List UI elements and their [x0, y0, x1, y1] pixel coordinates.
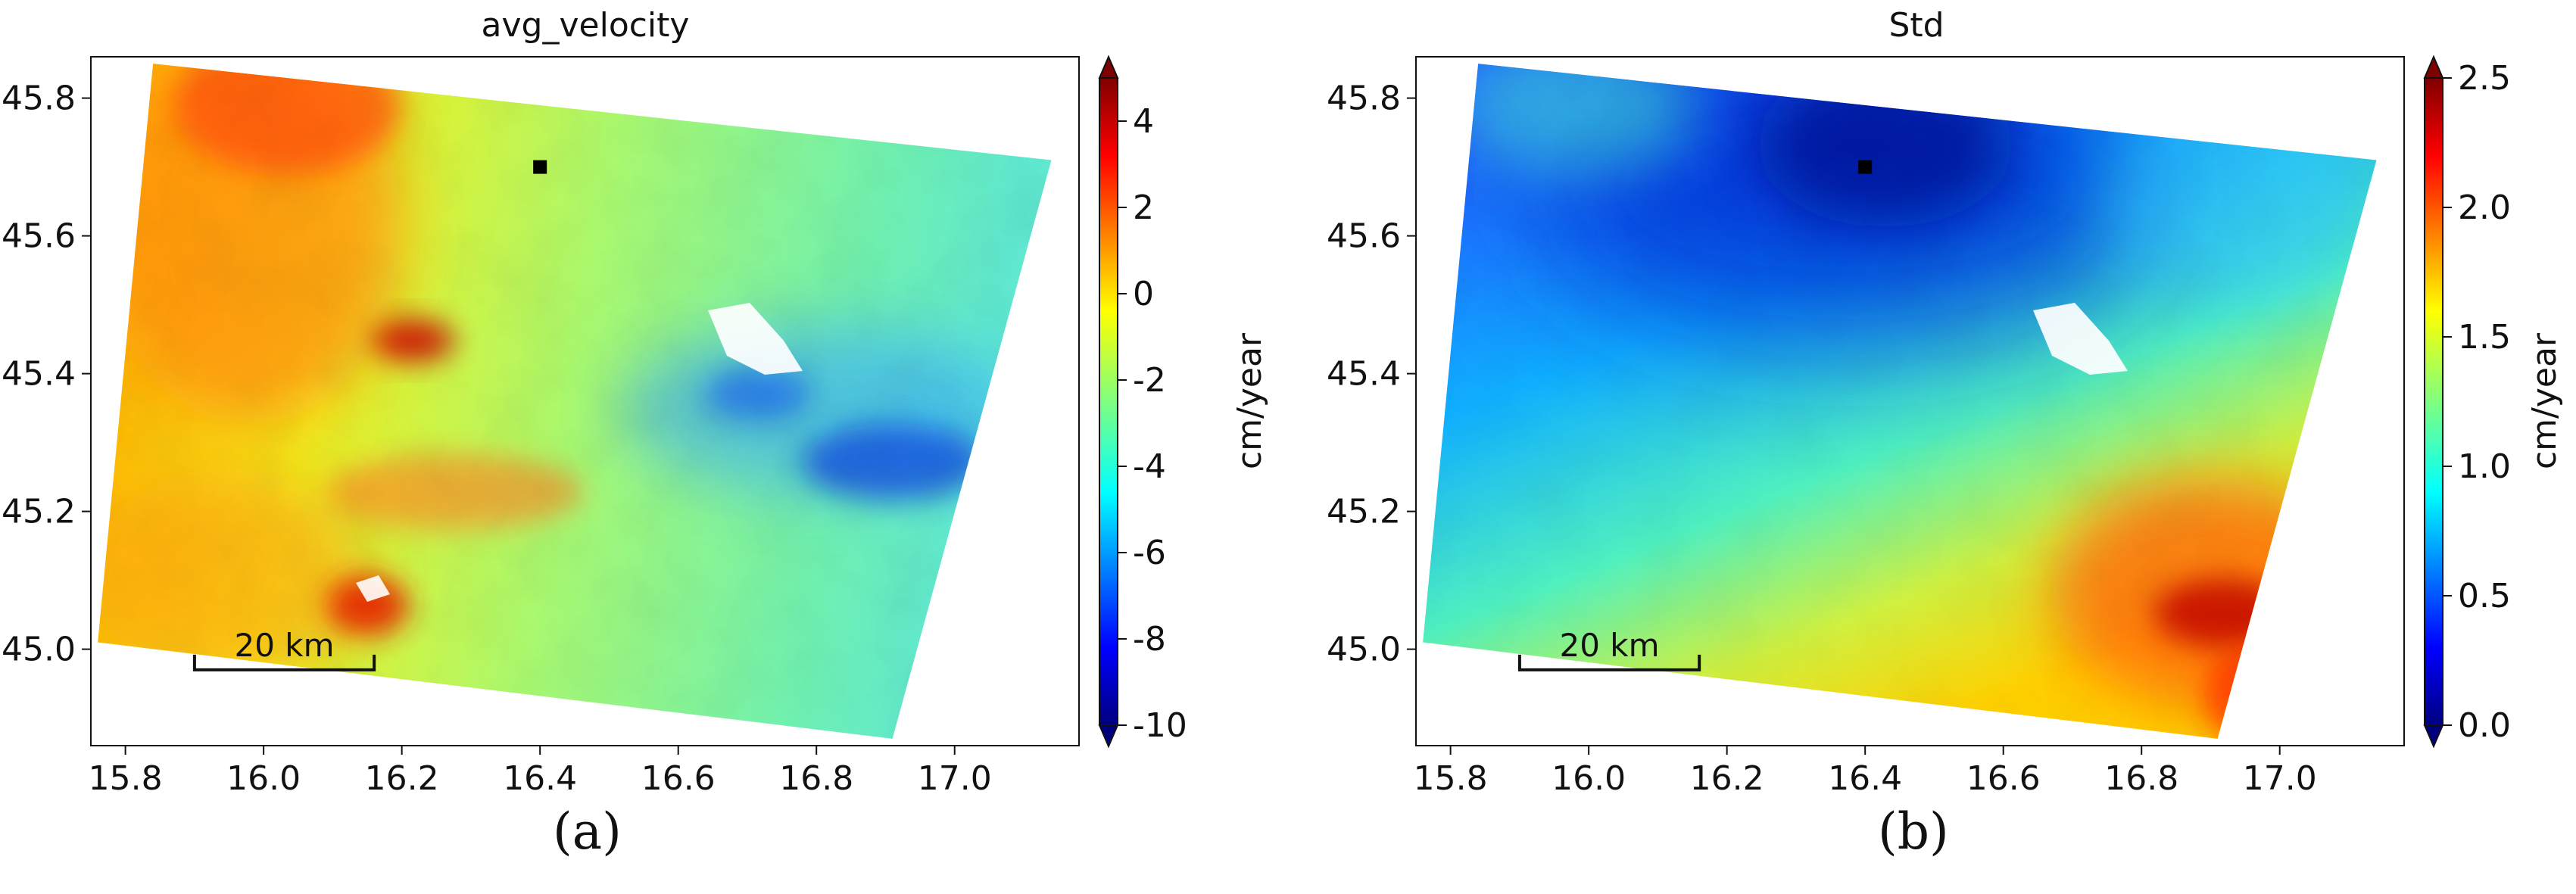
panel-b-nodata-area — [2033, 303, 2128, 375]
x-tick-label: 16.2 — [1690, 759, 1764, 798]
x-tick-label: 16.8 — [2104, 759, 2178, 798]
x-tick-label: 16.0 — [226, 759, 301, 798]
panel-a-axes: 15.8 16.0 16.2 16.4 16.6 16.8 17.0 45.0 45.2 45.4… — [2, 56, 1080, 798]
x-tick-label: 16.6 — [641, 759, 716, 798]
panel-a-colorbar-label: cm/year — [1230, 332, 1269, 469]
x-tick-label: 15.8 — [89, 759, 163, 798]
panel-b-colorbar-label: cm/year — [2525, 332, 2564, 469]
y-tick-label: 45.0 — [1327, 631, 1401, 669]
x-tick-label: 15.8 — [1414, 759, 1488, 798]
y-tick-label: 45.6 — [2, 217, 76, 256]
x-tick-label: 16.6 — [1966, 759, 2041, 798]
y-tick-label: 45.4 — [2, 355, 76, 394]
panel-b-heatmap — [1423, 64, 2377, 739]
panel-b-marker — [1858, 160, 1873, 174]
panel-a-colorbar-extend-top — [1098, 55, 1119, 79]
y-tick-label: 45.8 — [1327, 79, 1401, 118]
panel-a-nodata-area — [708, 303, 803, 375]
panel-a-colorbar: -10 -8 -6 -4 -2 0 2 4 cm/year — [1098, 55, 1269, 749]
colorbar-tick-label: 0.5 — [2458, 577, 2511, 615]
panel-b: Std 15.8 16.0 16.2 16.4 16.6 16.8 17.0 45.0 45.2… — [1327, 6, 2564, 798]
panel-b-colorbar: 0.0 0.5 1.0 1.5 2.0 2.5 cm/year — [2423, 55, 2564, 749]
panel-b-colorbar-extend-top — [2423, 55, 2444, 79]
colorbar-tick-label: -2 — [1133, 361, 1166, 400]
x-tick-label: 16.4 — [1828, 759, 1902, 798]
colorbar-tick-label: 2.5 — [2458, 59, 2511, 98]
panel-a-noise-texture — [98, 64, 1052, 739]
x-tick-label: 17.0 — [2243, 759, 2317, 798]
panel-b-colorbar-ticks: 0.0 0.5 1.0 1.5 2.0 2.5 — [2443, 59, 2511, 745]
colorbar-tick-label: 2.0 — [2458, 188, 2511, 227]
colorbar-tick-label: -6 — [1133, 534, 1166, 572]
colorbar-tick-label: -4 — [1133, 447, 1166, 486]
panel-b-noise-texture — [1423, 64, 2377, 739]
panel-a-colorbar-extend-bottom — [1098, 724, 1119, 749]
colorbar-tick-label: -10 — [1133, 706, 1187, 745]
panel-b-colorbar-bar — [2424, 77, 2443, 726]
colorbar-tick-label: 1.5 — [2458, 318, 2511, 357]
y-tick-label: 45.2 — [1327, 493, 1401, 531]
panel-a-axes-frame — [90, 56, 1080, 746]
panel-a-marker — [533, 160, 547, 174]
panel-a-colorbar-bar — [1099, 77, 1118, 726]
panel-a-title: avg_velocity — [482, 6, 690, 45]
panel-b-scale-bar: 20 km — [1517, 627, 1701, 671]
x-tick-label: 16.4 — [503, 759, 577, 798]
y-tick-label: 45.8 — [2, 79, 76, 118]
panel-a-colorbar-ticks: -10 -8 -6 -4 -2 0 2 4 — [1118, 102, 1187, 745]
panel-a-scale-bar-label: 20 km — [235, 627, 335, 664]
panel-a-scale-bar: 20 km — [192, 627, 376, 671]
panel-b-colorbar-extend-bottom — [2423, 724, 2444, 749]
colorbar-tick-label: 2 — [1133, 188, 1154, 227]
x-tick-label: 17.0 — [918, 759, 992, 798]
colorbar-tick-label: 1.0 — [2458, 447, 2511, 486]
panel-a-caption: (a) — [553, 802, 622, 861]
panel-a-nodata-south — [356, 575, 390, 602]
y-tick-label: 45.0 — [2, 631, 76, 669]
x-tick-label: 16.8 — [779, 759, 853, 798]
panel-a: avg_velocity 15.8 16.0 16.2 16.4 16.6 16.8 17.… — [2, 6, 1269, 798]
x-tick-label: 16.0 — [1552, 759, 1626, 798]
y-tick-label: 45.4 — [1327, 355, 1401, 394]
colorbar-tick-label: 4 — [1133, 102, 1154, 141]
panel-b-axes: 15.8 16.0 16.2 16.4 16.6 16.8 17.0 45.0 45.2 45.4… — [1327, 56, 2405, 798]
colorbar-tick-label: 0 — [1133, 275, 1154, 313]
panel-b-axes-frame — [1415, 56, 2405, 746]
panel-b-caption: (b) — [1878, 802, 1949, 861]
panel-b-title: Std — [1888, 6, 1944, 45]
y-tick-label: 45.2 — [2, 493, 76, 531]
panel-b-scale-bar-label: 20 km — [1560, 627, 1660, 664]
colorbar-tick-label: 0.0 — [2458, 706, 2511, 745]
y-tick-label: 45.6 — [1327, 217, 1401, 256]
x-tick-label: 16.2 — [365, 759, 439, 798]
colorbar-tick-label: -8 — [1133, 620, 1166, 659]
